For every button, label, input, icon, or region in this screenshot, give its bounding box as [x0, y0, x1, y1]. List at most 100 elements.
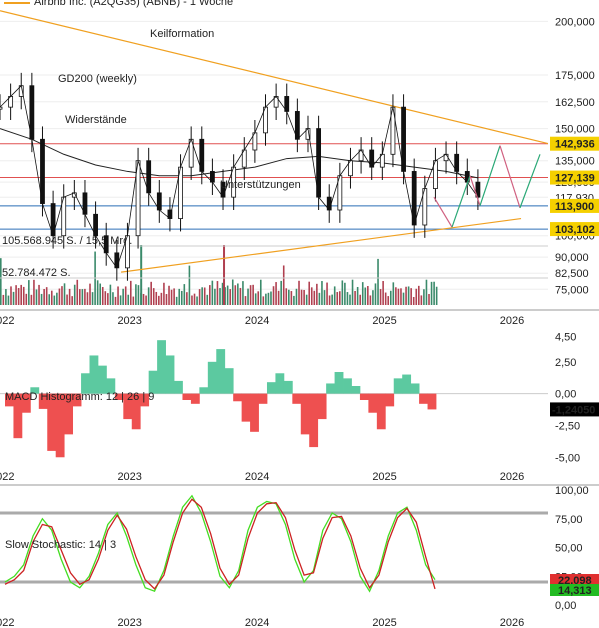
volume-bar	[198, 289, 201, 305]
volume-bar	[321, 281, 323, 305]
volume-bar	[282, 265, 285, 305]
projection-segment	[451, 175, 471, 228]
macd-bar	[300, 393, 310, 435]
volume-bar	[407, 286, 410, 305]
volume-bar	[91, 292, 94, 305]
volume-bar	[71, 296, 73, 305]
macd-bar	[233, 393, 243, 402]
volume-bar	[338, 291, 341, 305]
price-y-tick-label: 75,000	[555, 284, 589, 296]
volume-bar	[275, 282, 277, 305]
volume-bar	[81, 289, 84, 305]
price-x-tick-label: 2022	[0, 315, 14, 327]
volume-bar	[367, 286, 369, 305]
stoch-d-bg	[550, 584, 599, 596]
volume-bar	[369, 295, 372, 305]
volume-bar	[310, 287, 313, 305]
gd200-line	[0, 128, 479, 179]
price-x-tick-label: 2026	[500, 315, 524, 327]
volume-bar	[433, 281, 435, 305]
volume-bar	[40, 293, 43, 305]
volume-bar	[257, 291, 260, 305]
macd-bar	[72, 393, 82, 407]
volume-bar	[150, 281, 152, 305]
volume-bar	[364, 287, 367, 305]
volume-bar	[435, 286, 438, 305]
volume-bar	[237, 283, 239, 305]
stoch-k-bg	[550, 574, 599, 586]
volume-bar	[272, 286, 275, 305]
volume-bar	[226, 285, 229, 305]
price-label-text: 103,102	[555, 224, 595, 236]
volume-bar	[382, 281, 384, 305]
macd-bar	[224, 368, 234, 394]
macd-bar	[165, 355, 175, 394]
stoch-label: Slow Stochastic: 14 | 3	[5, 539, 116, 551]
volume-bar	[158, 295, 160, 305]
volume-bar	[186, 292, 188, 305]
volume-bar	[45, 287, 48, 305]
volume-bar	[178, 288, 181, 305]
projection-segment	[469, 175, 481, 206]
volume-bar	[209, 285, 211, 305]
volume-bar	[66, 294, 68, 305]
macd-bar	[427, 393, 437, 410]
volume-bar	[423, 289, 425, 305]
volume-bar	[288, 289, 290, 305]
volume-bar	[25, 293, 28, 305]
macd-bar	[148, 370, 158, 394]
volume-bar	[397, 288, 400, 305]
macd-x-tick-label: 2025	[372, 471, 396, 483]
volume-bar	[219, 288, 221, 305]
volume-bar	[61, 286, 63, 305]
volume-bar	[231, 279, 234, 305]
volume-bar	[316, 283, 318, 305]
price-y-tick-label: 200,000	[555, 16, 595, 28]
stoch-d-text: 14,313	[558, 585, 592, 597]
stoch-x-tick-label: 2023	[117, 617, 141, 628]
price-y-tick-label: 175,000	[555, 70, 595, 82]
volume-bar	[101, 287, 104, 305]
volume-bar	[359, 294, 361, 305]
projection-segment	[499, 145, 521, 209]
volume-bar	[372, 290, 374, 305]
volume-bar	[132, 296, 135, 305]
volume-bar	[344, 282, 346, 305]
volume-bar	[135, 284, 137, 305]
volume-bar	[247, 288, 249, 305]
volume-max-label: 105.568.945 S. / 15,5 Mrd.	[2, 235, 132, 247]
volume-bar	[15, 285, 17, 305]
volume-bar	[336, 292, 339, 305]
stoch-x-tick-label: 2024	[245, 617, 269, 628]
volume-bar	[354, 290, 356, 305]
volume-bar	[395, 287, 397, 305]
macd-x-tick-label: 2023	[117, 471, 141, 483]
volume-bar	[152, 288, 155, 305]
stoch-y-tick-label: 75,00	[555, 514, 583, 526]
volume-bar	[262, 296, 265, 305]
volume-bar	[374, 283, 377, 305]
macd-bar	[199, 387, 209, 394]
macd-current-bg	[550, 402, 599, 417]
volume-bar	[107, 293, 109, 305]
volume-bar	[58, 288, 61, 305]
macd-bar	[182, 393, 192, 400]
volume-bar	[201, 287, 203, 305]
gd200-label: GD200 (weekly)	[58, 73, 137, 85]
macd-bar	[81, 373, 90, 394]
macd-bar	[250, 393, 259, 432]
volume-bar	[341, 280, 344, 305]
volume-bar	[270, 291, 272, 305]
volume-bar	[53, 295, 56, 305]
volume-bar	[10, 286, 12, 305]
stoch-x-tick-label: 2026	[500, 617, 524, 628]
macd-bar	[410, 383, 420, 394]
volume-bar	[280, 280, 282, 305]
volume-bar	[20, 284, 22, 305]
macd-label: MACD Histogramm: 12 | 26 | 9	[5, 391, 154, 403]
volume-bar	[124, 286, 127, 305]
volume-bar	[2, 294, 5, 305]
macd-y-tick-label: -2,50	[555, 420, 580, 432]
macd-bar	[359, 393, 369, 400]
macd-bar	[47, 393, 57, 451]
